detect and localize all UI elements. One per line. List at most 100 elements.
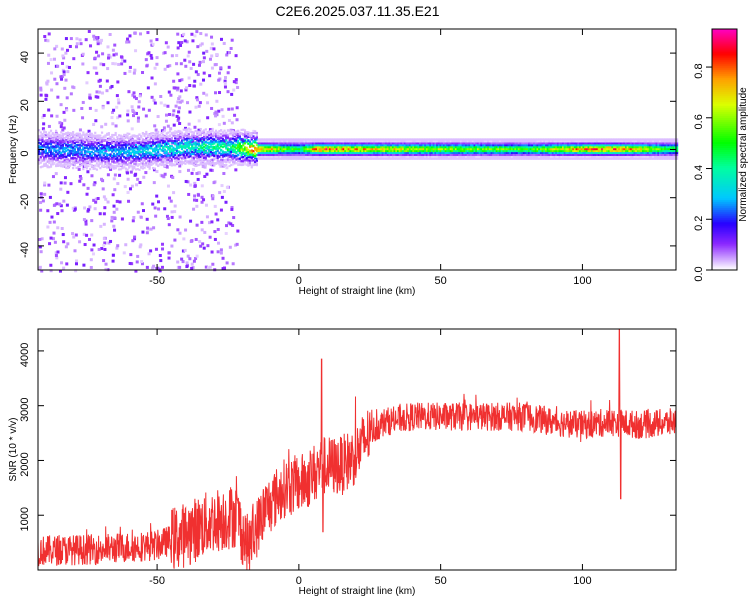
heatmap-ridge-cell (410, 151, 413, 155)
heatmap-ridge-cell (396, 144, 400, 147)
heatmap-ridge-cell (56, 138, 59, 141)
heatmap-ridge-cell (298, 155, 301, 158)
heatmap-ridge-cell (177, 129, 180, 133)
heatmap-noise-cell (146, 228, 150, 232)
heatmap-ridge-cell (151, 156, 155, 159)
heatmap-ridge-cell (388, 148, 391, 151)
heatmap-ridge-cell (398, 149, 401, 153)
heatmap-ridge-cell (334, 148, 337, 151)
heatmap-ridge-cell (89, 161, 92, 164)
heatmap-ridge-cell (373, 144, 376, 147)
heatmap-ridge-cell (318, 138, 321, 141)
heatmap-ridge-cell (220, 139, 223, 143)
heatmap-noise-cell (93, 56, 97, 60)
heatmap-noise-cell (87, 129, 91, 133)
heatmap-noise-cell (180, 99, 184, 103)
heatmap-noise-cell (206, 266, 210, 270)
heatmap-ridge-cell (487, 155, 490, 158)
heatmap-ridge-cell (407, 146, 410, 149)
heatmap-ridge-cell (201, 137, 204, 140)
heatmap-ridge-cell (39, 155, 42, 158)
heatmap-noise-cell (86, 170, 90, 174)
heatmap-ridge-cell (349, 140, 352, 143)
heatmap-ridge-cell (288, 140, 291, 143)
heatmap-ridge-cell (441, 138, 444, 141)
heatmap-ridge-cell (114, 166, 117, 169)
heatmap-ridge-cell (276, 149, 279, 153)
heatmap-ridge-cell (344, 149, 347, 153)
heatmap-ridge-cell (117, 139, 121, 143)
heatmap-noise-cell (202, 198, 206, 202)
heatmap-ridge-cell (138, 163, 141, 166)
heatmap-ridge-cell (310, 142, 313, 145)
heatmap-ridge-cell (357, 138, 361, 141)
heatmap-ridge-cell (325, 153, 328, 156)
heatmap-ridge-cell (374, 155, 378, 158)
heatmap-ridge-cell (335, 155, 338, 158)
heatmap-ridge-cell (209, 153, 213, 156)
heatmap-ridge-cell (385, 151, 388, 155)
heatmap-ridge-cell (187, 127, 190, 130)
heatmap-ridge-cell (87, 154, 90, 158)
heatmap-ridge-cell (206, 145, 209, 148)
heatmap-noise-cell (195, 198, 199, 202)
heatmap-ridge-cell (111, 157, 114, 160)
heatmap-ridge-cell (482, 146, 485, 149)
heatmap-ridge-cell (226, 148, 230, 151)
heatmap-ridge-cell (417, 149, 420, 153)
heatmap-ridge-cell (442, 146, 446, 149)
heatmap-noise-cell (152, 264, 156, 268)
heatmap-ridge-cell (231, 150, 235, 153)
heatmap-ridge-cell (70, 138, 73, 141)
heatmap-ridge-cell (369, 148, 372, 151)
heatmap-ridge-cell (296, 153, 299, 156)
heatmap-ridge-cell (186, 145, 189, 148)
heatmap-ridge-cell (46, 152, 49, 155)
heatmap-ridge-cell (298, 148, 301, 151)
heatmap-noise-cell (65, 203, 69, 207)
heatmap-ridge-cell (381, 148, 384, 151)
heatmap-ridge-cell (94, 156, 97, 159)
heatmap-ridge-cell (303, 140, 306, 143)
heatmap-ridge-cell (322, 142, 325, 145)
heatmap-ridge-cell (465, 140, 468, 143)
heatmap-ridge-cell (415, 153, 418, 156)
heatmap-ridge-cell (82, 159, 85, 162)
heatmap-noise-cell (45, 81, 49, 85)
heatmap-ridge-cell (209, 161, 213, 164)
heatmap-ridge-cell (107, 162, 110, 165)
heatmap-noise-cell (198, 101, 202, 105)
heatmap-noise-cell (133, 68, 137, 72)
heatmap-noise-cell (123, 59, 127, 63)
heatmap-ridge-cell (109, 136, 112, 139)
heatmap-ridge-cell (223, 142, 226, 145)
heatmap-ridge-cell (231, 145, 235, 148)
heatmap-ridge-cell (379, 151, 383, 155)
heatmap-ridge-cell (170, 158, 173, 161)
heatmap-ridge-cell (364, 155, 367, 158)
heatmap-noise-cell (58, 269, 62, 273)
heatmap-noise-cell (186, 54, 190, 58)
heatmap-ridge-cell (334, 144, 337, 147)
heatmap-ridge-cell (354, 157, 357, 160)
heatmap-ridge-cell (403, 157, 406, 160)
heatmap-ridge-cell (286, 157, 289, 160)
heatmap-ridge-cell (441, 144, 444, 147)
heatmap-ridge-cell (68, 161, 71, 164)
heatmap-noise-cell (128, 65, 132, 69)
heatmap-ridge-cell (381, 138, 384, 141)
heatmap-noise-cell (105, 79, 109, 83)
heatmap-ridge-cell (318, 146, 321, 149)
heatmap-ridge-cell (509, 153, 512, 156)
heatmap-noise-cell (224, 139, 228, 143)
heatmap-ridge-cell (325, 144, 328, 147)
heatmap-noise-cell (195, 96, 199, 100)
heatmap-ridge-cell (465, 148, 468, 151)
heatmap-ridge-cell (417, 148, 420, 151)
heatmap-ridge-cell (451, 146, 454, 149)
heatmap-ridge-cell (514, 151, 517, 155)
heatmap-ridge-cell (366, 149, 369, 153)
heatmap-ridge-cell (214, 151, 218, 154)
heatmap-ridge-cell (58, 162, 61, 166)
heatmap-ridge-cell (175, 151, 179, 155)
